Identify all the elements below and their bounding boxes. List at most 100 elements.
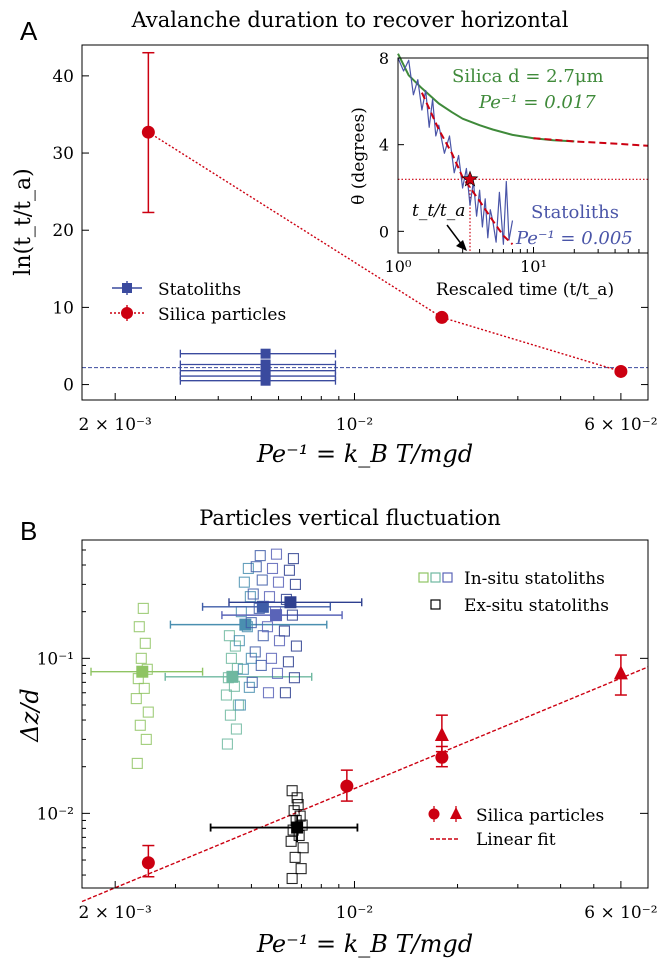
statolith-sample <box>131 757 143 769</box>
inset-annotation-silica: Silica d = 2.7μm <box>452 66 604 87</box>
statolith-sample <box>278 625 290 637</box>
statoliths-marker <box>260 365 271 376</box>
inset-ylabel: θ (degrees) <box>349 107 369 205</box>
silica-b-triangle <box>613 665 628 680</box>
statolith-sample <box>238 576 250 588</box>
statolith-sample <box>244 591 256 603</box>
statolith-mean <box>226 670 239 683</box>
statolith-mean <box>284 596 297 609</box>
panel-b-ytick-label: 10⁻¹ <box>37 649 74 669</box>
legend-silica-b-label: Silica particles <box>476 806 604 826</box>
statolith-sample <box>142 706 154 718</box>
statolith-sample <box>285 835 297 847</box>
panel-b-plot: 10⁻² 10⁻¹ 2 × 10⁻³ 10⁻² 6 × 10⁻² <box>37 548 658 923</box>
panel-b-xtick-label: 2 × 10⁻³ <box>79 903 152 923</box>
panel-a-plot: 0 10 20 30 40 2 × 10⁻³ 10⁻² 6 × 10⁻² <box>52 51 658 435</box>
statolith-sample <box>272 576 285 588</box>
panel-b-frame <box>81 539 649 889</box>
inset-background <box>398 58 648 253</box>
statolith-sample <box>289 578 301 590</box>
statolith-mean <box>291 821 304 834</box>
silica-point <box>141 125 155 139</box>
statoliths-marker <box>260 375 271 386</box>
statolith-sample <box>266 562 279 575</box>
inset-arrow-head <box>456 240 467 251</box>
legend-insitu-swatch-2 <box>430 572 441 583</box>
statoliths-marker <box>260 359 271 370</box>
statolith-sample <box>134 719 146 731</box>
panel-b-ylabel: Δz/d <box>16 688 44 742</box>
statolith-sample <box>256 574 268 586</box>
statolith-sample <box>297 842 309 854</box>
inset-annotation-tt: t_t/t_a <box>412 201 465 221</box>
statolith-sample <box>295 863 307 875</box>
statolith-sample <box>271 667 284 679</box>
inset-star-marker <box>461 170 479 187</box>
statolith-sample <box>137 602 149 614</box>
statolith-sample <box>261 621 274 633</box>
panel-b-xtick-label: 6 × 10⁻² <box>584 903 657 923</box>
statolith-sample <box>286 785 298 797</box>
silica-point <box>435 310 449 324</box>
panel-a-ytick-label: 30 <box>52 144 74 164</box>
legend-exsitu-swatch <box>430 599 441 610</box>
statolith-sample <box>246 676 258 688</box>
silica-point <box>614 364 628 378</box>
statolith-sample <box>288 805 300 817</box>
statolith-sample <box>273 635 286 647</box>
panel-a-ytick-label: 40 <box>52 67 74 87</box>
statolith-sample <box>292 798 304 811</box>
statolith-sample <box>288 672 300 684</box>
panel-a-xtick-label: 2 × 10⁻³ <box>79 415 152 435</box>
panel-b-linear-fit <box>81 666 649 903</box>
legend-silica-b-circle <box>428 808 440 820</box>
inset-xlabel: Rescaled time (t/t_a) <box>436 280 614 300</box>
inset-ytick-label: 0 <box>379 222 389 241</box>
statolith-sample <box>257 630 269 642</box>
inset-silica-fit <box>533 137 649 147</box>
statolith-sample <box>286 872 298 885</box>
panel-b-label: B <box>20 516 37 546</box>
panel-a-ylabel: ln(t_t/t_a) <box>11 168 36 275</box>
statolith-sample <box>289 851 301 863</box>
statolith-sample <box>249 646 261 658</box>
statolith-sample <box>224 709 236 721</box>
panel-b-title: Particles vertical fluctuation <box>199 506 501 530</box>
panel-a-ytick-label: 20 <box>52 221 74 241</box>
statolith-sample <box>245 652 257 664</box>
inset-annotation-silica-pe: Pe⁻¹ = 0.017 <box>478 92 596 113</box>
statolith-sample <box>223 630 235 642</box>
panel-b-ytick-label: 10⁻² <box>37 804 74 824</box>
statolith-mean <box>270 609 283 622</box>
panel-a-xtick-label: 6 × 10⁻² <box>584 415 657 435</box>
statolith-sample <box>220 689 232 701</box>
legend-silica-label: Silica particles <box>158 305 286 325</box>
inset-ytick-label: 8 <box>379 49 389 68</box>
statolith-mean <box>256 600 269 613</box>
statolith-sample <box>263 591 276 603</box>
statolith-sample <box>255 659 267 671</box>
statolith-sample <box>254 550 266 562</box>
inset-annotation-statoliths: Statoliths <box>531 202 619 223</box>
inset-xtick-label: 10⁰ <box>385 257 412 276</box>
panel-a-legend: Statoliths Silica particles <box>110 280 286 325</box>
panel-a-xtick-label: 10⁻² <box>336 415 373 435</box>
statolith-sample <box>221 738 233 750</box>
statolith-sample <box>133 621 145 633</box>
panel-a-ytick-label: 0 <box>63 376 74 396</box>
silica-b-circle <box>141 856 155 870</box>
statolith-sample <box>225 652 237 664</box>
inset-plot: 0 4 8 10⁰ 10¹ <box>379 49 649 276</box>
inset-xtick-label: 10¹ <box>520 257 547 276</box>
legend-fit-label: Linear fit <box>476 830 556 850</box>
legend-exsitu-label: Ex-situ statoliths <box>464 596 609 616</box>
panel-a-label: A <box>20 16 38 46</box>
silica-b-circle <box>340 779 354 793</box>
panel-b-legend-silica: Silica particles Linear fit <box>428 806 604 850</box>
panel-a-title: Avalanche duration to recover horizontal <box>131 8 569 32</box>
panel-a-ytick-label: 10 <box>52 298 74 318</box>
statolith-sample <box>279 687 291 699</box>
panel-a-xlabel: Pe⁻¹ = k_B T/mgd <box>256 440 473 468</box>
statoliths-marker <box>260 348 271 359</box>
